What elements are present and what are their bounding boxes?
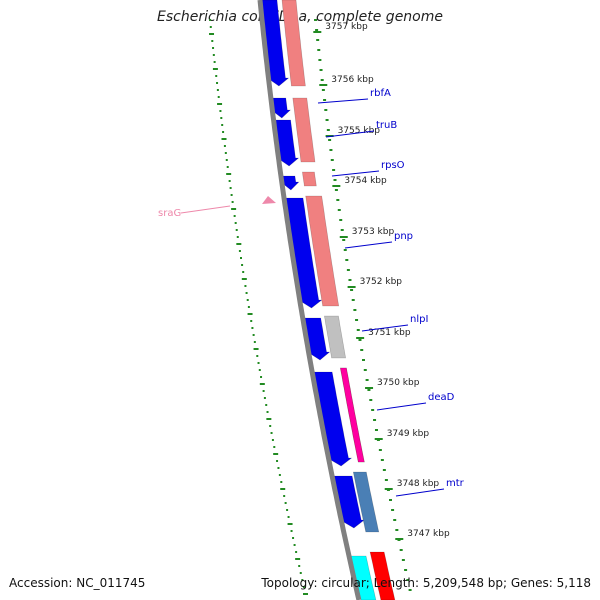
- tick-label: 3754 kbp: [344, 176, 387, 186]
- tick-label: 3751 kbp: [368, 328, 411, 338]
- gene-label: deaD: [428, 392, 455, 403]
- sraG-marker: [262, 196, 276, 204]
- tick-label: 3752 kbp: [360, 277, 403, 287]
- label-connector: [331, 170, 380, 177]
- labels: 3757 kbp 3756 kbp 3755 kbp 3754 kbp 3753 kbp…: [158, 22, 465, 539]
- gene-label: truB: [376, 120, 397, 131]
- tick-label: 3757 kbp: [325, 22, 368, 32]
- map-title: Escherichia coli ED1a, complete genome: [157, 9, 443, 25]
- label-connector: [317, 98, 369, 104]
- label-connector: [325, 130, 375, 138]
- gene-grey: [324, 315, 346, 359]
- label-connector: [361, 324, 409, 332]
- gene-label: sraG: [158, 208, 181, 219]
- label-connector: [395, 488, 445, 497]
- gene-red: [369, 551, 396, 600]
- label-connector: [344, 241, 393, 249]
- gene-reverse: [305, 195, 340, 307]
- tick-label: 3750 kbp: [377, 378, 420, 388]
- tick-label: 3747 kbp: [407, 529, 450, 539]
- gene-label: nlpI: [410, 314, 428, 325]
- gene-magenta: [340, 367, 365, 463]
- gene-label: rbfA: [370, 88, 391, 99]
- gene-reverse: [302, 171, 317, 187]
- tick-label: 3755 kbp: [338, 126, 381, 136]
- tick-label: 3753 kbp: [352, 227, 395, 237]
- gene-label: pnp: [394, 231, 413, 242]
- tick-label: 3749 kbp: [387, 429, 430, 439]
- backbone: [257, 0, 362, 600]
- topology-text: Topology: circular; Length: 5,209,548 bp…: [261, 576, 591, 590]
- gene-reverse: [292, 97, 316, 163]
- label-connector: [376, 402, 427, 411]
- gene-label: rpsO: [381, 160, 405, 171]
- label-connector: [180, 205, 231, 214]
- backbone-line: [257, 0, 362, 600]
- accession-text: Accession: NC_011745: [9, 576, 146, 590]
- tick-label: 3756 kbp: [331, 75, 374, 85]
- gene-label: mtr: [446, 478, 465, 489]
- gene-reverse: [281, 0, 306, 87]
- gene-features: [261, 0, 396, 600]
- tick-label: 3748 kbp: [397, 479, 440, 489]
- tick-marks: [209, 19, 412, 595]
- gene-steel: [352, 471, 380, 533]
